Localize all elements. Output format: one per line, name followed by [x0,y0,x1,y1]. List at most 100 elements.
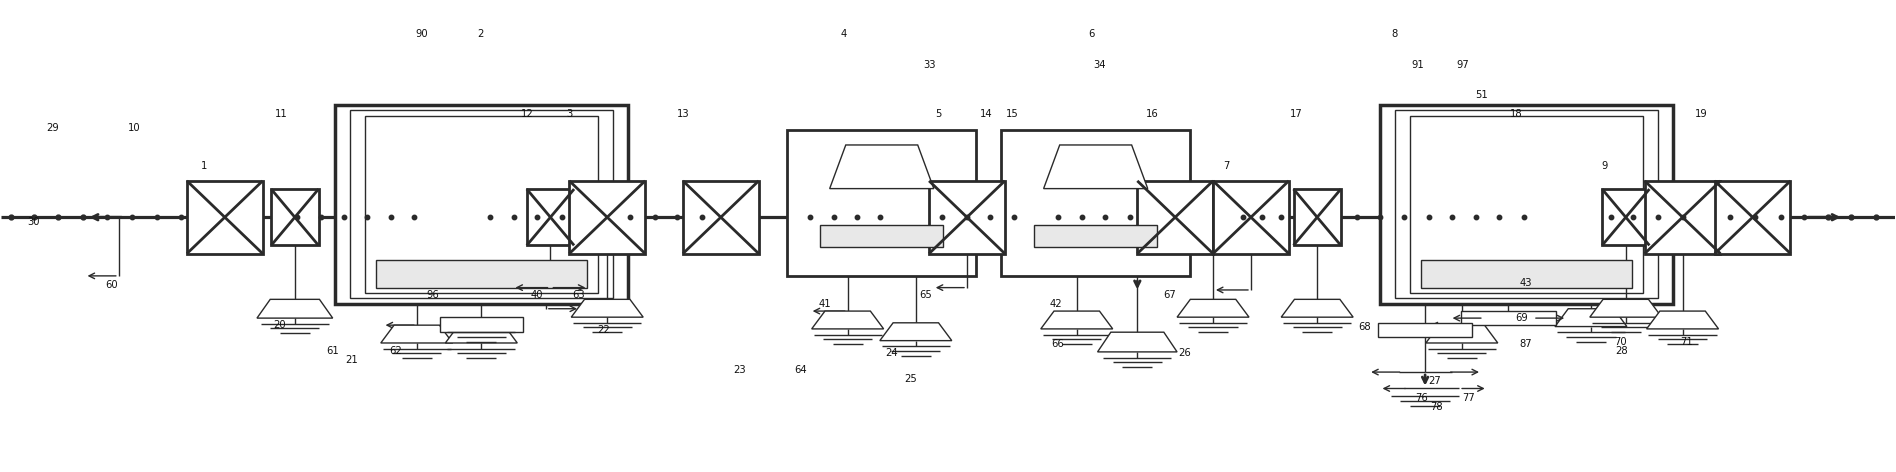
Bar [334,105,628,304]
Polygon shape [1041,311,1113,329]
Bar [1380,105,1672,304]
Text: 16: 16 [1145,109,1158,119]
Bar [364,116,597,293]
Bar [188,181,264,253]
Text: 42: 42 [1050,299,1062,309]
Text: 11: 11 [275,109,288,119]
Polygon shape [1555,309,1627,327]
Bar [1395,110,1657,298]
Text: 22: 22 [597,325,611,335]
Text: 28: 28 [1615,346,1629,356]
Text: 87: 87 [1519,339,1532,349]
Polygon shape [1177,299,1249,317]
Text: 24: 24 [885,348,897,358]
Text: 15: 15 [1007,109,1018,119]
Bar [1213,181,1289,253]
Text: 30: 30 [27,217,40,227]
Text: 60: 60 [104,280,118,290]
Bar [1378,323,1473,337]
Text: 91: 91 [1411,60,1424,70]
Text: 13: 13 [677,109,690,119]
Bar [271,189,319,245]
Text: 1: 1 [201,160,207,170]
Text: 2: 2 [478,29,483,39]
Bar [683,181,758,253]
Bar [375,260,588,288]
Text: 51: 51 [1475,90,1488,100]
Text: 71: 71 [1680,337,1693,346]
Text: 9: 9 [1602,160,1608,170]
Text: 65: 65 [920,290,931,300]
Text: 77: 77 [1462,393,1475,403]
Text: 41: 41 [819,299,830,309]
Polygon shape [1098,332,1177,352]
Bar [569,181,645,253]
Text: 68: 68 [1358,322,1371,332]
Polygon shape [880,323,952,341]
Bar [1644,181,1720,253]
Bar [1001,130,1191,276]
Text: 64: 64 [794,365,806,375]
Text: 6: 6 [1088,29,1096,39]
Bar [1462,311,1557,325]
Bar [1293,189,1340,245]
Text: 19: 19 [1695,109,1708,119]
Polygon shape [1282,299,1354,317]
Text: 8: 8 [1392,29,1397,39]
Text: 27: 27 [1428,377,1441,387]
Text: 18: 18 [1509,109,1522,119]
Text: 21: 21 [345,355,358,365]
Text: 61: 61 [326,346,339,356]
Text: 67: 67 [1162,290,1176,300]
Bar [349,110,612,298]
Polygon shape [446,325,518,343]
Bar [929,181,1005,253]
Bar [1138,181,1213,253]
Text: 10: 10 [127,123,140,133]
Bar [527,189,574,245]
Bar [1420,260,1632,288]
Bar [787,130,976,276]
Text: 5: 5 [935,109,942,119]
Bar [1033,225,1157,247]
Bar [1714,181,1790,253]
Text: 34: 34 [1094,60,1105,70]
Text: 17: 17 [1289,109,1303,119]
Text: 62: 62 [389,346,402,356]
Bar [440,317,523,332]
Bar [1602,189,1650,245]
Text: 76: 76 [1414,393,1428,403]
Polygon shape [1646,311,1718,329]
Text: 69: 69 [1515,313,1528,323]
Text: 70: 70 [1613,337,1627,346]
Text: 90: 90 [415,29,428,39]
Text: 29: 29 [46,123,59,133]
Text: 4: 4 [840,29,848,39]
Polygon shape [811,311,884,329]
Bar [1411,116,1642,293]
Polygon shape [1043,145,1147,189]
Text: 33: 33 [923,60,935,70]
Text: 23: 23 [734,365,745,375]
Polygon shape [258,299,332,318]
Polygon shape [381,325,453,343]
Polygon shape [1426,325,1498,343]
Text: 7: 7 [1223,160,1229,170]
Text: 63: 63 [573,290,586,300]
Text: 78: 78 [1430,402,1443,412]
Text: 43: 43 [1519,278,1532,288]
Polygon shape [571,299,643,317]
Text: 3: 3 [567,109,573,119]
Text: 40: 40 [531,290,544,300]
Text: 25: 25 [904,374,916,384]
Polygon shape [830,145,935,189]
Text: 66: 66 [1052,339,1064,349]
Text: 14: 14 [980,109,992,119]
Bar [821,225,944,247]
Text: 26: 26 [1177,348,1191,358]
Polygon shape [1591,299,1661,317]
Text: 20: 20 [273,320,286,330]
Text: 96: 96 [427,290,440,300]
Text: 12: 12 [521,109,535,119]
Text: 97: 97 [1456,60,1469,70]
